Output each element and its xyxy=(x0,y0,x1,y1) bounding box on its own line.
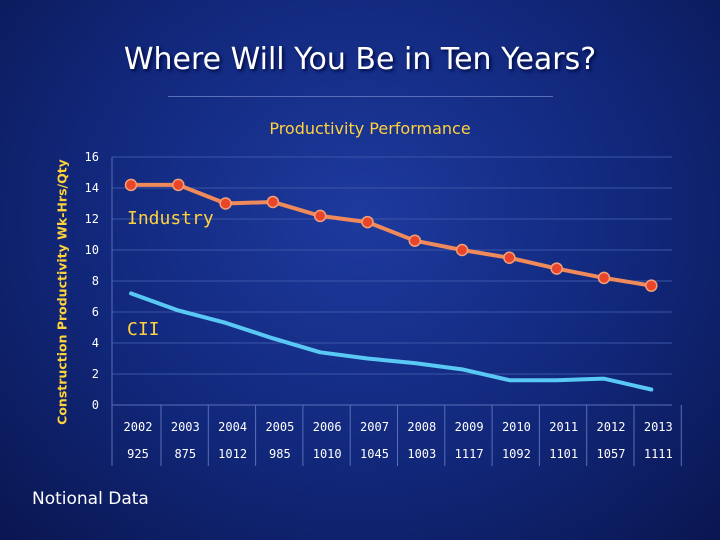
industry-data-point xyxy=(124,178,138,192)
industry-data-point xyxy=(172,178,185,192)
secondary-row-label: 925 xyxy=(127,447,149,461)
x-tick-label: 2009 xyxy=(455,420,484,434)
x-tick-label: 2011 xyxy=(549,420,578,434)
industry-data-point xyxy=(219,197,232,210)
secondary-row-label: 1101 xyxy=(549,447,578,461)
industry-data-point xyxy=(408,234,422,247)
secondary-row-label: 1045 xyxy=(360,447,389,461)
x-tick-label: 2002 xyxy=(124,420,153,434)
secondary-row-label: 1057 xyxy=(597,447,626,461)
industry-data-point xyxy=(361,215,374,229)
x-tick-label: 2004 xyxy=(218,420,247,434)
secondary-row-label: 1092 xyxy=(502,447,531,461)
x-tick-labels: 2002 925 2003 875 2004 1012 2005 985 2006 1010 200… xyxy=(124,420,673,461)
secondary-row-label: 1117 xyxy=(455,447,484,461)
x-tick-label: 2005 xyxy=(265,420,294,434)
secondary-row-label: 1010 xyxy=(313,447,342,461)
x-tick-label: 2013 xyxy=(644,420,673,434)
footnote: Notional Data xyxy=(32,489,149,509)
industry-data-point xyxy=(313,209,327,223)
title-divider xyxy=(168,96,553,97)
x-tick-label: 2012 xyxy=(597,420,626,434)
x-tick-label: 2010 xyxy=(502,420,531,434)
cii-series-line xyxy=(129,291,654,392)
y-tick-label: 16 xyxy=(85,150,99,164)
slide-title: Where Will You Be in Ten Years? xyxy=(123,42,597,77)
secondary-row-label: 1111 xyxy=(644,447,673,461)
industry-series-label: Industry xyxy=(127,208,214,229)
y-tick-label: 10 xyxy=(85,243,99,257)
x-tick-label: 2003 xyxy=(171,420,200,434)
series-labels: Industry CII xyxy=(127,208,214,340)
grid-lines xyxy=(112,156,672,375)
x-tick-label: 2007 xyxy=(360,420,389,434)
y-tick-label: 2 xyxy=(92,367,99,381)
secondary-row-label: 985 xyxy=(269,447,291,461)
industry-data-point xyxy=(455,243,469,257)
secondary-row-label: 1012 xyxy=(218,447,247,461)
axes xyxy=(111,157,682,466)
y-tick-label: 4 xyxy=(92,336,99,350)
industry-series-line xyxy=(129,182,654,288)
secondary-row-label: 875 xyxy=(174,447,196,461)
industry-data-point xyxy=(503,251,516,264)
y-tick-label: 0 xyxy=(92,398,99,412)
y-tick-label: 12 xyxy=(85,212,99,226)
series-lines xyxy=(124,178,658,392)
cii-series-label: CII xyxy=(127,319,160,340)
x-tick-label: 2006 xyxy=(313,420,342,434)
x-tick-label: 2008 xyxy=(407,420,436,434)
chart-title: Productivity Performance xyxy=(269,119,471,138)
industry-data-point xyxy=(645,279,658,292)
industry-data-point xyxy=(597,271,611,285)
y-tick-labels: 0 2 4 6 8 10 12 14 16 xyxy=(85,150,99,412)
y-tick-label: 8 xyxy=(92,274,99,288)
industry-data-point xyxy=(266,195,280,209)
y-tick-label: 6 xyxy=(92,305,99,319)
y-tick-label: 14 xyxy=(85,181,99,195)
secondary-row-label: 1003 xyxy=(407,447,436,461)
industry-data-point xyxy=(550,262,563,275)
